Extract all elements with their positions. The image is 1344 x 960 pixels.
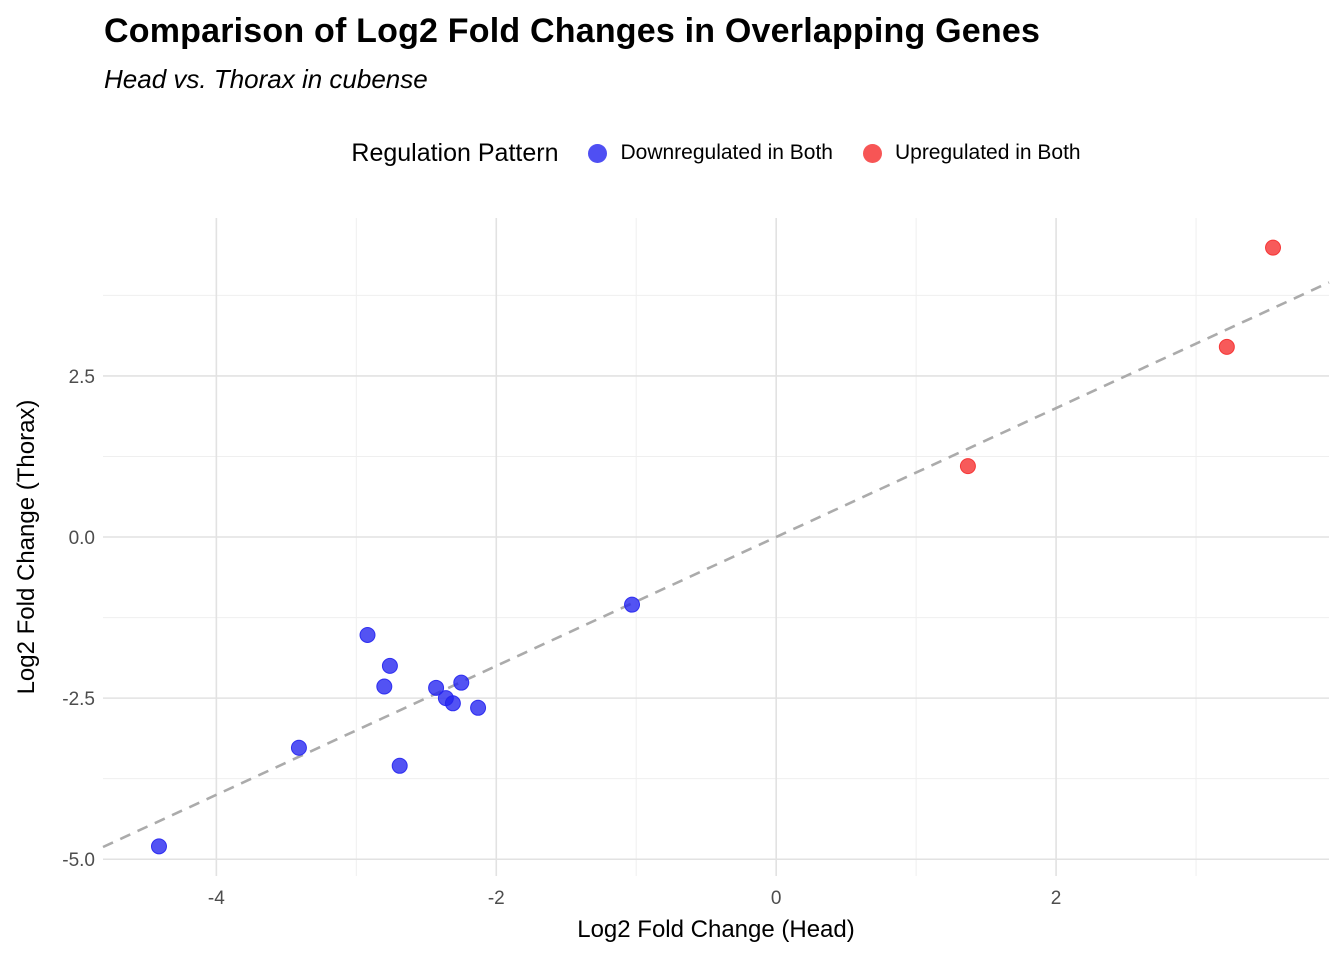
- x-tick-label: -2: [488, 888, 505, 909]
- dashed-identity-line: [102, 281, 1330, 849]
- data-point-downregulated-in-both: [376, 678, 393, 695]
- data-point-downregulated-in-both: [444, 695, 461, 712]
- data-point-downregulated-in-both: [428, 679, 445, 696]
- legend-label: Downregulated in Both: [620, 141, 833, 164]
- red-dot-icon: [862, 143, 882, 163]
- data-point-downregulated-in-both: [470, 699, 487, 716]
- data-point-upregulated-in-both: [1218, 338, 1235, 355]
- data-point-downregulated-in-both: [150, 838, 167, 855]
- x-tick-label: 0: [771, 888, 782, 909]
- data-point-downregulated-in-both: [381, 657, 398, 674]
- x-tick-labels: -4 -2 0 2: [208, 888, 1061, 909]
- data-points: [150, 239, 1282, 855]
- chart-subtitle: Head vs. Thorax in cubense: [104, 64, 428, 94]
- legend-item-downregulated: Downregulated in Both: [588, 141, 833, 165]
- data-point-downregulated-in-both: [391, 757, 408, 774]
- y-tick-labels: -5.0 -2.5 0.0 2.5: [62, 367, 95, 871]
- y-tick-label: 2.5: [69, 367, 95, 388]
- legend-label: Upregulated in Both: [894, 141, 1081, 164]
- legend: Regulation Pattern Downregulated in Both…: [103, 130, 1329, 176]
- blue-dot-icon: [588, 143, 608, 163]
- x-tick-label: -4: [208, 888, 225, 909]
- data-point-downregulated-in-both: [453, 674, 470, 691]
- data-point-downregulated-in-both: [624, 596, 641, 613]
- chart-title: Comparison of Log2 Fold Changes in Overl…: [104, 12, 1041, 50]
- data-point-downregulated-in-both: [290, 739, 307, 756]
- data-point-upregulated-in-both: [1265, 239, 1282, 256]
- major-gridlines: [103, 218, 1329, 876]
- y-tick-label: -2.5: [62, 689, 95, 710]
- legend-title: Regulation Pattern: [351, 138, 559, 167]
- y-tick-label: 0.0: [69, 528, 95, 549]
- x-tick-label: 2: [1051, 888, 1062, 909]
- y-axis-title: Log2 Fold Change (Thorax): [13, 400, 40, 695]
- minor-gridlines: [103, 218, 1329, 876]
- data-point-upregulated-in-both: [959, 458, 976, 475]
- identity-reference-line: [102, 281, 1330, 849]
- y-tick-label: -5.0: [62, 850, 95, 871]
- legend-item-upregulated: Upregulated in Both: [862, 141, 1081, 165]
- data-point-downregulated-in-both: [359, 626, 376, 643]
- x-axis-title: Log2 Fold Change (Head): [577, 916, 855, 943]
